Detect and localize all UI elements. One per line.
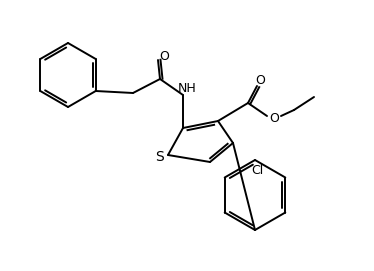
Text: O: O bbox=[159, 50, 169, 63]
Text: Cl: Cl bbox=[251, 163, 263, 176]
Text: O: O bbox=[269, 111, 279, 124]
Text: O: O bbox=[255, 73, 265, 86]
Text: S: S bbox=[156, 150, 165, 164]
Text: NH: NH bbox=[178, 82, 196, 95]
